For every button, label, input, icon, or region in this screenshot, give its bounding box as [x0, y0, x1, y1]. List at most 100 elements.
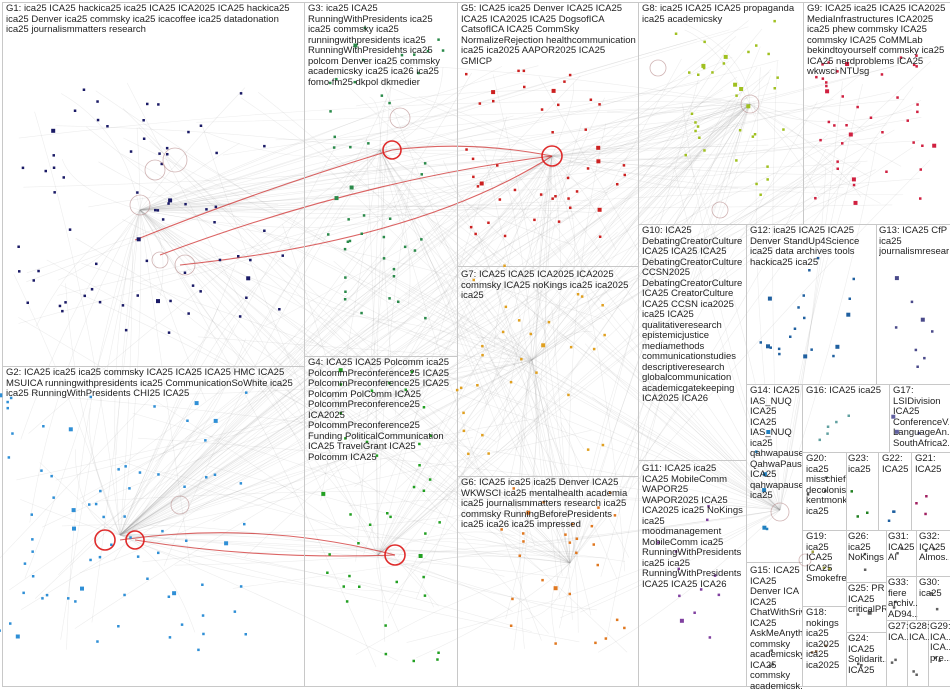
- node: [768, 297, 772, 301]
- node: [347, 218, 350, 221]
- node: [577, 293, 580, 296]
- node: [7, 407, 10, 410]
- node: [685, 154, 688, 157]
- node: [427, 50, 430, 53]
- node: [146, 578, 149, 581]
- group-box-g21: [912, 453, 950, 531]
- node: [766, 344, 770, 348]
- node: [10, 397, 13, 400]
- node: [694, 121, 697, 124]
- node: [344, 298, 347, 301]
- node: [846, 313, 850, 317]
- node: [129, 536, 132, 539]
- node: [396, 581, 399, 584]
- node: [364, 27, 367, 30]
- node: [213, 221, 216, 224]
- node: [201, 584, 204, 587]
- node: [520, 358, 523, 361]
- node: [460, 387, 463, 390]
- group-box-g12: [747, 225, 877, 385]
- node: [429, 478, 432, 481]
- node: [420, 238, 423, 241]
- node: [69, 427, 73, 431]
- node: [388, 297, 391, 300]
- group-box-g25: [847, 583, 887, 633]
- node: [900, 56, 903, 59]
- node: [772, 663, 775, 666]
- node: [463, 430, 466, 433]
- node: [329, 82, 332, 85]
- node: [585, 128, 588, 131]
- node: [388, 102, 391, 105]
- node: [724, 55, 728, 59]
- node: [694, 130, 697, 133]
- node: [204, 439, 207, 442]
- node: [703, 67, 706, 70]
- node: [514, 189, 517, 192]
- node: [591, 525, 594, 528]
- node: [224, 541, 228, 545]
- node: [896, 552, 899, 555]
- node: [72, 527, 76, 531]
- node: [885, 171, 888, 174]
- node: [828, 121, 831, 124]
- node: [136, 191, 139, 194]
- edge: [62, 159, 140, 210]
- node: [473, 279, 476, 282]
- node: [51, 129, 55, 133]
- node: [530, 333, 533, 336]
- node: [771, 649, 774, 652]
- node: [17, 246, 20, 249]
- node: [185, 540, 188, 543]
- node: [675, 550, 678, 553]
- node: [602, 444, 605, 447]
- node: [706, 519, 709, 522]
- node: [154, 209, 157, 212]
- node: [167, 202, 170, 205]
- node: [96, 640, 99, 643]
- node: [344, 248, 347, 251]
- edge: [411, 556, 570, 566]
- edge: [66, 283, 120, 535]
- node: [714, 574, 717, 577]
- edge: [61, 94, 140, 210]
- node: [754, 133, 757, 136]
- node: [587, 167, 590, 170]
- node: [548, 321, 551, 324]
- node: [339, 368, 343, 372]
- node: [698, 137, 701, 140]
- node: [202, 633, 205, 636]
- node: [938, 660, 941, 663]
- node: [146, 260, 149, 263]
- node: [184, 272, 187, 275]
- node: [137, 555, 140, 558]
- node: [83, 89, 86, 92]
- node: [739, 129, 742, 132]
- edge: [204, 132, 380, 157]
- node: [9, 622, 12, 625]
- edge: [67, 210, 140, 650]
- edge: [321, 150, 380, 501]
- node: [554, 195, 557, 198]
- node: [739, 87, 743, 91]
- node: [344, 276, 347, 279]
- node: [893, 606, 896, 609]
- node: [564, 533, 567, 536]
- node: [74, 600, 77, 603]
- node: [334, 136, 337, 139]
- node: [18, 270, 21, 273]
- node: [925, 495, 928, 498]
- node: [42, 425, 45, 428]
- node: [895, 326, 898, 329]
- hub-node: [390, 108, 410, 128]
- node: [597, 564, 600, 567]
- node: [762, 488, 766, 492]
- node: [234, 610, 237, 613]
- group-box-g28: [908, 621, 929, 687]
- node: [90, 396, 93, 399]
- node: [386, 512, 389, 515]
- group-box-g13: [877, 225, 950, 385]
- node: [84, 295, 87, 298]
- node: [153, 405, 156, 408]
- node: [205, 476, 208, 479]
